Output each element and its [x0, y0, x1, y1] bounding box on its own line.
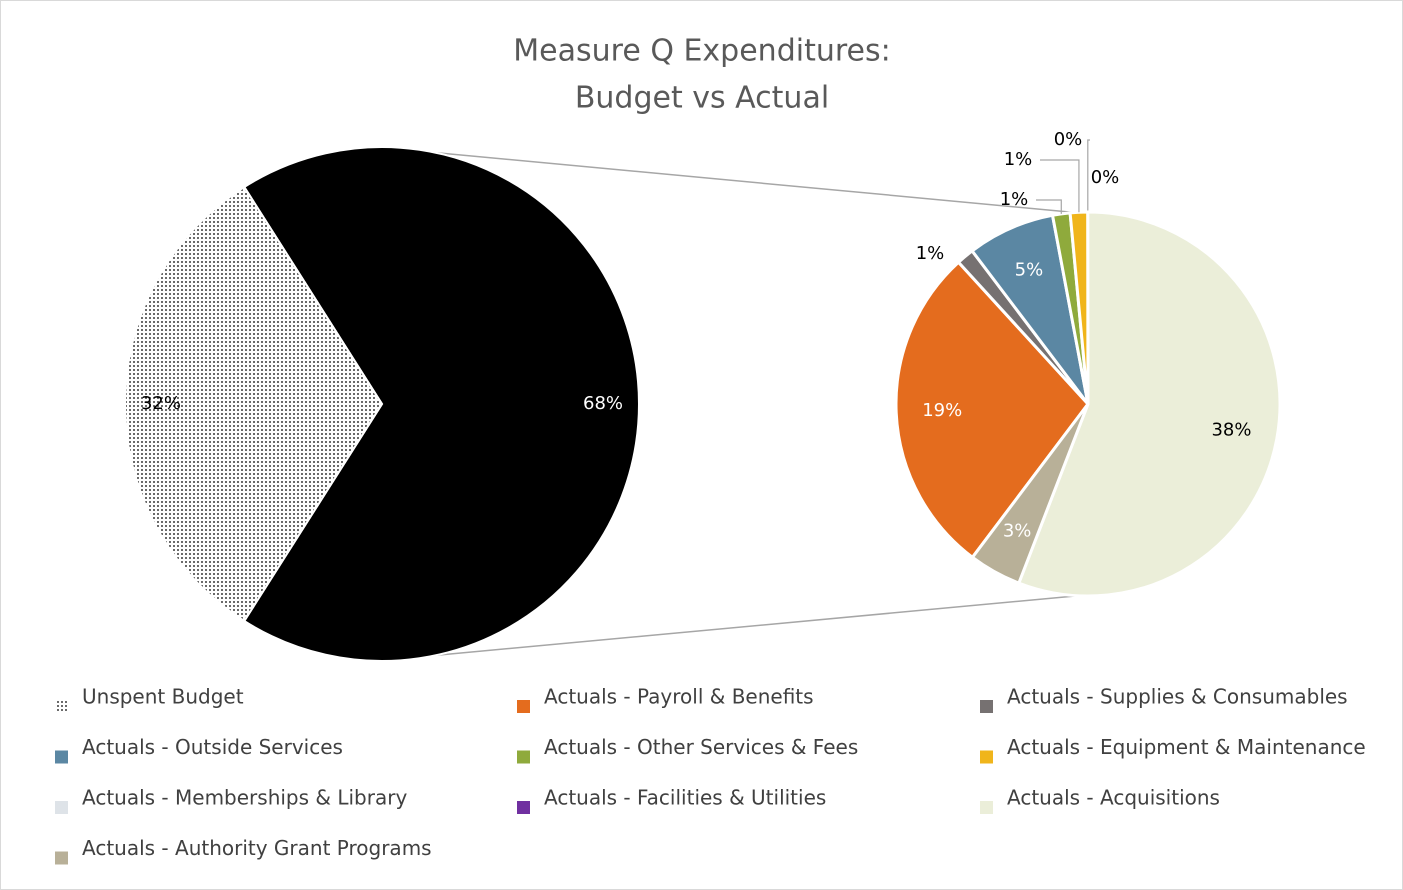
- legend-swatch: [517, 750, 530, 764]
- chart-title: Measure Q Expenditures:: [513, 34, 890, 69]
- legend-label: Actuals - Equipment & Maintenance: [1007, 735, 1366, 759]
- legend-swatch: [980, 700, 993, 713]
- data-label: 19%: [922, 400, 962, 421]
- legend-label: Actuals - Authority Grant Programs: [82, 836, 432, 860]
- legend-swatch: [55, 851, 68, 865]
- connector: [435, 151, 1075, 214]
- legend-swatch: [980, 801, 993, 814]
- pie-slice: [894, 260, 1090, 560]
- legend-label: Actuals - Supplies & Consumables: [1007, 685, 1348, 709]
- legend-label: Actuals - Memberships & Library: [82, 786, 407, 810]
- legend-swatch: [517, 700, 530, 713]
- pie-slice: [124, 185, 384, 623]
- legend-label: Unspent Budget: [82, 685, 244, 709]
- chart-title: Budget vs Actual: [575, 81, 829, 116]
- connector: [435, 594, 1079, 657]
- data-label: 1%: [1004, 149, 1033, 170]
- leader-line: [1036, 199, 1062, 214]
- pie-slice: [242, 146, 640, 662]
- data-label: 0%: [1054, 129, 1083, 150]
- pie-slice: [1016, 210, 1282, 598]
- data-label: 0%: [1091, 167, 1120, 188]
- data-label: 68%: [583, 393, 623, 414]
- legend-label: Actuals - Facilities & Utilities: [544, 786, 826, 810]
- legend-swatch: [55, 700, 68, 713]
- legend-label: Actuals - Outside Services: [82, 735, 343, 759]
- legend-swatch: [55, 750, 68, 764]
- legend-label: Actuals - Other Services & Fees: [544, 735, 858, 759]
- data-label: 32%: [141, 393, 181, 414]
- legend-label: Actuals - Payroll & Benefits: [544, 685, 814, 709]
- data-label: 1%: [916, 243, 945, 264]
- data-label: 1%: [1000, 189, 1029, 210]
- pie-slice: [970, 403, 1090, 586]
- legend-label: Actuals - Acquisitions: [1007, 786, 1220, 810]
- legend-swatch: [980, 750, 993, 764]
- legend-swatch: [55, 801, 68, 814]
- legend-swatch: [517, 801, 530, 814]
- data-label: 5%: [1015, 260, 1044, 281]
- leader-line: [1087, 139, 1090, 213]
- data-label: 38%: [1211, 420, 1251, 441]
- data-label: 3%: [1003, 521, 1032, 542]
- leader-line: [1040, 159, 1080, 213]
